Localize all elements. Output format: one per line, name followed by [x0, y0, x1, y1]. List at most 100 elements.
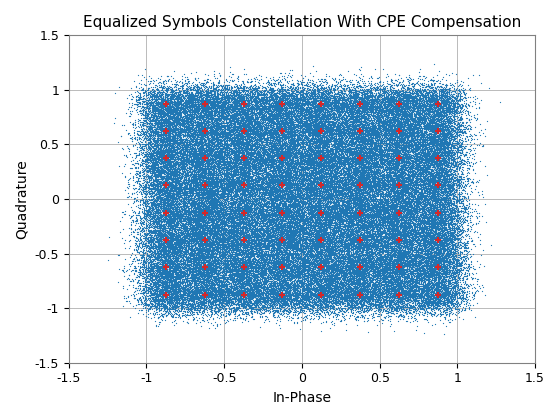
- Point: [307, 250, 316, 257]
- Point: [279, 224, 288, 231]
- Point: [430, 223, 438, 230]
- Point: [375, 255, 384, 261]
- Point: [292, 289, 301, 295]
- Point: [324, 255, 333, 262]
- Point: [181, 139, 190, 145]
- Point: [138, 215, 147, 221]
- Point: [383, 269, 392, 276]
- Point: [390, 144, 399, 151]
- Point: [348, 141, 357, 148]
- Point: [244, 249, 253, 256]
- Point: [218, 237, 227, 244]
- Point: [435, 193, 444, 199]
- Point: [266, 188, 275, 195]
- Point: [377, 204, 386, 210]
- Point: [281, 213, 290, 220]
- Point: [179, 148, 188, 155]
- Point: [319, 139, 328, 146]
- Point: [433, 300, 442, 307]
- Point: [205, 144, 214, 151]
- Point: [286, 157, 295, 163]
- Point: [313, 121, 322, 128]
- Point: [149, 235, 158, 242]
- Point: [158, 300, 167, 307]
- Point: [314, 170, 323, 176]
- Point: [337, 159, 346, 166]
- Point: [353, 233, 362, 240]
- Point: [417, 211, 426, 218]
- Point: [264, 222, 273, 229]
- Point: [224, 254, 233, 260]
- Point: [321, 210, 330, 217]
- Point: [160, 221, 169, 228]
- Point: [267, 289, 276, 296]
- Point: [246, 276, 255, 283]
- Point: [393, 268, 402, 274]
- Point: [376, 93, 385, 100]
- Point: [164, 238, 173, 244]
- Point: [407, 144, 416, 151]
- Point: [251, 248, 260, 255]
- Point: [386, 159, 395, 165]
- Point: [133, 131, 142, 138]
- Point: [448, 133, 457, 140]
- Point: [310, 165, 319, 171]
- Point: [171, 223, 180, 230]
- Point: [338, 105, 347, 112]
- Point: [386, 121, 395, 127]
- Point: [404, 149, 413, 156]
- Point: [398, 146, 407, 153]
- Point: [214, 125, 223, 132]
- Point: [426, 171, 435, 178]
- Point: [419, 227, 428, 234]
- Point: [393, 221, 402, 228]
- Point: [391, 254, 400, 260]
- Point: [230, 102, 239, 108]
- Point: [245, 276, 254, 282]
- Point: [416, 147, 424, 154]
- Point: [305, 282, 314, 289]
- Point: [448, 161, 457, 168]
- Point: [373, 205, 382, 212]
- Point: [325, 204, 334, 210]
- Point: [405, 138, 414, 144]
- Point: [390, 117, 399, 124]
- Point: [232, 95, 241, 102]
- Point: [185, 134, 194, 140]
- Point: [382, 130, 391, 136]
- Point: [362, 240, 371, 247]
- Point: [190, 136, 199, 143]
- Point: [414, 251, 423, 257]
- Point: [191, 108, 200, 114]
- Point: [332, 189, 340, 196]
- Point: [455, 266, 464, 273]
- Point: [346, 79, 354, 85]
- Point: [156, 109, 165, 116]
- Point: [426, 123, 435, 129]
- Point: [222, 186, 231, 193]
- Point: [210, 212, 219, 218]
- Point: [345, 220, 354, 227]
- Point: [386, 269, 395, 276]
- Point: [368, 295, 377, 302]
- Point: [447, 120, 456, 126]
- Point: [342, 187, 351, 194]
- Point: [274, 261, 283, 268]
- Point: [391, 103, 400, 110]
- Point: [178, 218, 187, 225]
- Point: [165, 240, 174, 247]
- Point: [384, 250, 393, 257]
- Point: [390, 81, 399, 88]
- Point: [463, 165, 472, 171]
- Point: [181, 87, 190, 93]
- Point: [387, 180, 396, 186]
- Point: [180, 180, 189, 187]
- Point: [354, 96, 363, 103]
- Point: [129, 266, 138, 273]
- Point: [288, 95, 297, 102]
- Point: [163, 108, 172, 115]
- Point: [190, 283, 199, 290]
- Point: [251, 123, 260, 130]
- Point: [155, 107, 164, 113]
- Point: [315, 165, 324, 172]
